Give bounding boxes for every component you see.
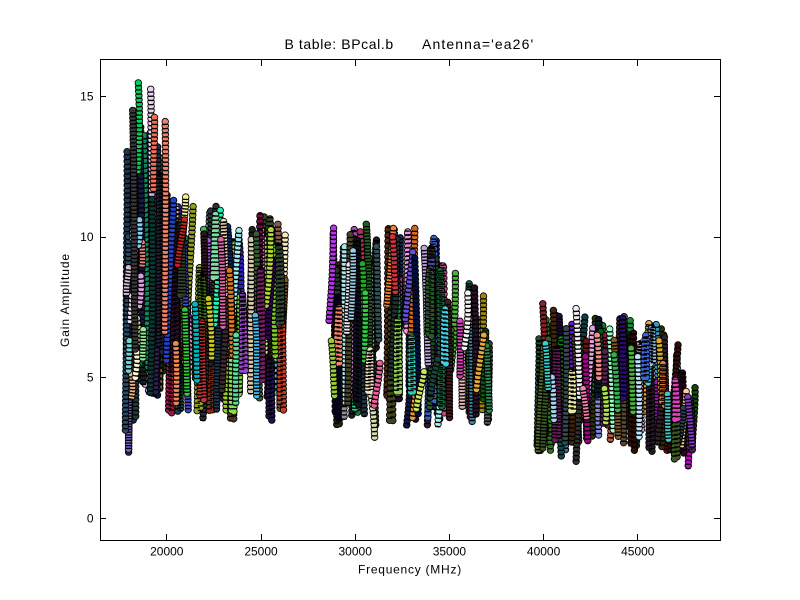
svg-text:25000: 25000 bbox=[244, 545, 278, 559]
svg-text:30000: 30000 bbox=[339, 545, 373, 559]
svg-text:0: 0 bbox=[87, 511, 94, 525]
svg-text:20000: 20000 bbox=[150, 545, 184, 559]
svg-text:15: 15 bbox=[80, 90, 94, 104]
svg-text:40000: 40000 bbox=[527, 545, 561, 559]
svg-text:Antenna='ea26': Antenna='ea26' bbox=[422, 36, 534, 52]
svg-text:35000: 35000 bbox=[433, 545, 467, 559]
svg-text:45000: 45000 bbox=[621, 545, 655, 559]
svg-text:10: 10 bbox=[80, 230, 94, 244]
svg-text:Frequency (MHz): Frequency (MHz) bbox=[358, 563, 462, 577]
svg-text:5: 5 bbox=[87, 371, 94, 385]
svg-text:Gain Amplitude: Gain Amplitude bbox=[58, 253, 72, 347]
svg-text:B table: BPcal.b: B table: BPcal.b bbox=[285, 36, 394, 52]
